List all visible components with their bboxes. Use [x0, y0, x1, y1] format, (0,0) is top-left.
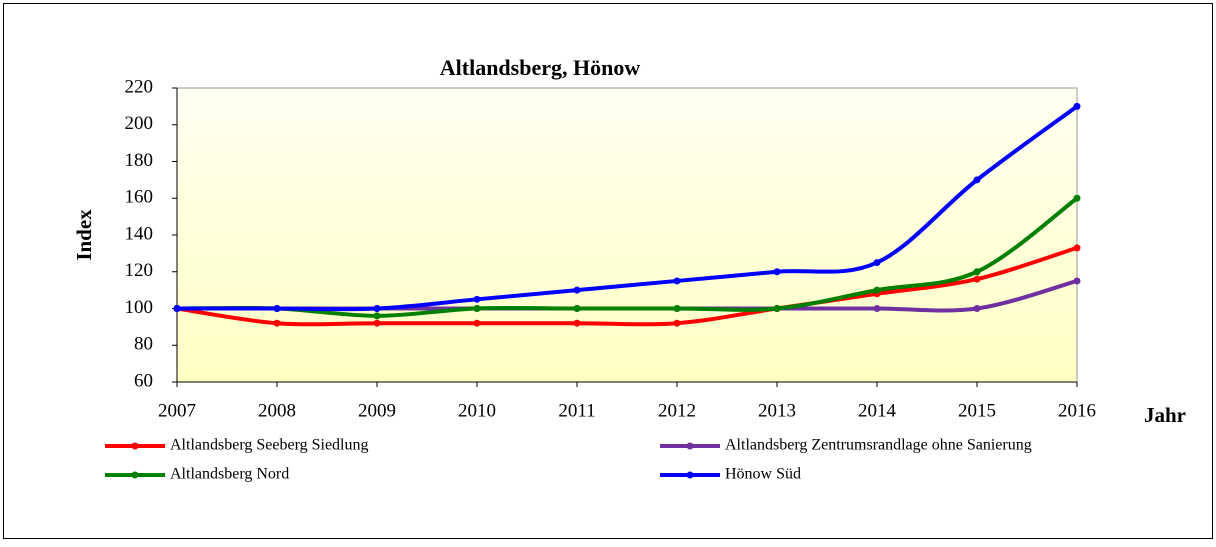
y-tick-label: 200: [125, 113, 154, 134]
data-point: [973, 176, 981, 184]
data-point: [873, 259, 881, 267]
y-tick-label: 180: [125, 150, 154, 171]
x-tick-label: 2011: [558, 400, 595, 421]
y-tick-label: 80: [134, 334, 153, 355]
data-point: [873, 305, 881, 312]
x-tick-label: 2010: [458, 400, 496, 421]
data-point: [1073, 277, 1081, 285]
legend-marker: [131, 442, 139, 450]
legend-label: Altlandsberg Seeberg Siedlung: [170, 437, 369, 454]
data-point: [973, 275, 981, 283]
data-point: [373, 319, 381, 327]
data-point: [373, 305, 381, 312]
data-point: [573, 305, 581, 312]
plot-area: [176, 87, 1078, 383]
data-point: [673, 319, 681, 327]
x-tick-label: 2015: [958, 400, 996, 421]
x-tick-label: 2016: [1058, 400, 1096, 421]
data-point: [473, 305, 481, 312]
series-line: [176, 196, 1079, 318]
legend-marker: [686, 442, 694, 450]
x-tick-label: 2013: [758, 400, 796, 421]
y-tick-label: 140: [125, 223, 154, 244]
data-point: [273, 319, 281, 327]
chart-title: Altlandsberg, Hönow: [440, 55, 641, 80]
data-point: [1073, 102, 1081, 110]
y-tick-label: 120: [125, 260, 154, 281]
y-tick-label: 220: [125, 76, 154, 97]
legend-label: Altlandsberg Nord: [170, 466, 289, 483]
x-tick-label: 2014: [858, 400, 897, 421]
data-point: [1073, 194, 1081, 202]
data-point: [573, 319, 581, 327]
legend-label: Hönow Süd: [725, 466, 801, 483]
x-tick-label: 2012: [658, 400, 696, 421]
y-tick-label: 160: [125, 187, 154, 208]
data-point: [973, 305, 981, 312]
x-tick-label: 2009: [358, 400, 396, 421]
data-point: [673, 305, 681, 312]
legend-label: Altlandsberg Zentrumsrandlage ohne Sanie…: [725, 437, 1032, 454]
data-point: [873, 286, 881, 294]
data-point: [673, 277, 681, 285]
y-tick-label: 60: [134, 370, 153, 391]
data-point: [973, 268, 981, 276]
data-point: [773, 268, 781, 276]
y-axis-label: Index: [72, 209, 96, 261]
data-point: [173, 305, 181, 312]
data-point: [773, 305, 781, 312]
legend-marker: [686, 471, 694, 479]
data-point: [373, 312, 381, 320]
data-point: [473, 295, 481, 303]
data-point: [573, 286, 581, 294]
data-point: [273, 305, 281, 312]
x-tick-label: 2008: [258, 400, 296, 421]
data-point: [473, 319, 481, 327]
y-tick-label: 100: [125, 297, 154, 318]
series-line: [177, 104, 1079, 312]
legend-marker: [131, 471, 139, 479]
series-line: [176, 245, 1078, 327]
x-axis-label: Jahr: [1144, 403, 1186, 427]
x-tick-label: 2007: [158, 400, 196, 421]
data-point: [1073, 244, 1081, 252]
